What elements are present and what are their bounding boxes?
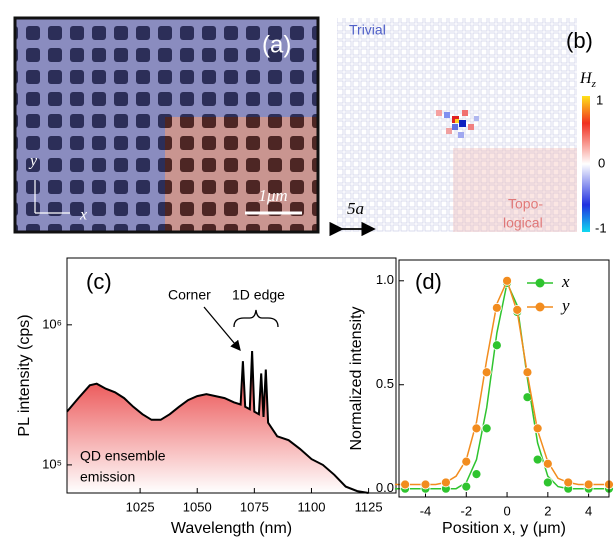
data-point [513, 305, 522, 314]
x-axis-label: Wavelength (nm) [171, 520, 292, 537]
y-tick-label: 0.5 [376, 376, 394, 391]
figure: (a) 1μm y x Trivial Topo- logical (b) Hz… [0, 0, 614, 543]
data-point [401, 480, 410, 489]
y-tick-label: 1.0 [376, 272, 394, 287]
x-tick-label: 4 [585, 503, 592, 518]
data-point [482, 424, 491, 433]
data-point [472, 470, 481, 479]
x-tick-label: 1100 [297, 499, 325, 514]
data-point [462, 482, 471, 491]
data-point [472, 424, 481, 433]
panel-label: (b) [566, 28, 593, 53]
x-tick-label: 1050 [183, 499, 212, 514]
region-label: logical [503, 215, 543, 231]
y-axis-label: Normalized intensity [348, 306, 365, 450]
data-point [421, 480, 430, 489]
annotation: 1D edge [232, 287, 285, 303]
fit-line [395, 283, 609, 489]
data-point [523, 368, 532, 377]
panel-label: (c) [86, 269, 112, 294]
data-point [533, 455, 542, 464]
legend-marker [536, 303, 545, 312]
data-point [564, 478, 573, 487]
data-point [492, 341, 501, 350]
data-point [584, 480, 593, 489]
colorbar-tick: 0 [598, 155, 605, 170]
x-tick-label: 1025 [126, 499, 155, 514]
data-point [543, 478, 552, 487]
region-label: Trivial [349, 22, 386, 38]
legend-label: x [561, 272, 570, 291]
panel-label: (a) [262, 31, 291, 58]
axis-label: x [79, 207, 87, 224]
scale-bar-label: 1μm [258, 186, 287, 205]
annotation: QD ensemble [80, 448, 166, 464]
x-tick-label: 0 [503, 503, 510, 518]
scale-label: 5a [347, 199, 364, 218]
axis-label: y [28, 153, 38, 170]
colorbar-tick: 1 [596, 92, 603, 107]
region-label: Topo- [508, 196, 543, 212]
x-axis-label: Position x, y (μm) [442, 520, 566, 537]
y-axis-label: PL intensity (cps) [16, 314, 33, 436]
colorbar-title-sub: z [591, 78, 597, 90]
data-point [492, 303, 501, 312]
data-point [482, 368, 491, 377]
legend-label: y [560, 296, 570, 315]
x-tick-label: 1125 [355, 499, 383, 514]
field-map: Trivial Topo- logical (b) Hz 1 0 -1 5a [337, 18, 607, 235]
annotation: Corner [168, 287, 211, 303]
y-tick-label: 10⁵ [42, 456, 62, 471]
data-point [503, 276, 512, 285]
legend-marker [536, 279, 545, 288]
y-tick-label: 0.0 [376, 480, 394, 495]
panel-label: (d) [415, 269, 442, 294]
y-tick-label: 10⁶ [42, 316, 62, 331]
x-tick-label: 1075 [240, 499, 269, 514]
annotation-arrow [204, 307, 240, 350]
x-tick-label: -2 [461, 503, 473, 518]
annotation: emission [80, 469, 135, 485]
data-point [462, 457, 471, 466]
x-tick-label: -4 [420, 503, 432, 518]
annotation-brace [234, 310, 278, 327]
data-point [441, 478, 450, 487]
colorbar-title: Hz [579, 70, 597, 90]
x-tick-label: 2 [544, 503, 551, 518]
data-point [543, 459, 552, 468]
colorbar-tick: -1 [595, 220, 607, 235]
data-point [533, 424, 542, 433]
sem-image: (a) 1μm y x [15, 18, 318, 232]
